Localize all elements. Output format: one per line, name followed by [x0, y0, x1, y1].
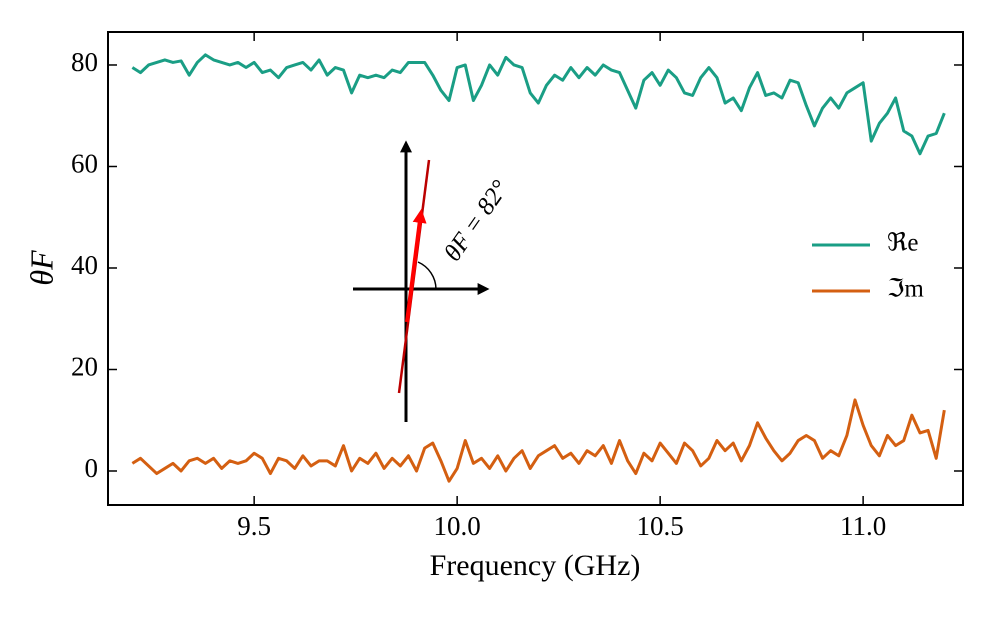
- x-axis-label: Frequency (GHz): [430, 549, 641, 582]
- x-tick-label: 10.0: [434, 511, 481, 541]
- series-line: [131, 53, 946, 156]
- legend-label: ℑm: [887, 276, 924, 303]
- annotation: θF = 82°: [439, 176, 514, 267]
- inset-diagram: [353, 140, 490, 422]
- y-tick-label: 40: [71, 250, 98, 280]
- series-line: [131, 398, 946, 483]
- y-tick-label: 20: [71, 352, 98, 382]
- x-tick-label: 9.5: [237, 511, 271, 541]
- y-tick-label: 80: [71, 47, 98, 77]
- y-tick-label: 60: [71, 149, 98, 179]
- y-axis-label: θF: [23, 250, 59, 286]
- y-tick-label: 0: [85, 453, 99, 483]
- legend-label: ℜe: [887, 230, 918, 257]
- x-tick-label: 11.0: [840, 511, 886, 541]
- x-tick-label: 10.5: [637, 511, 684, 541]
